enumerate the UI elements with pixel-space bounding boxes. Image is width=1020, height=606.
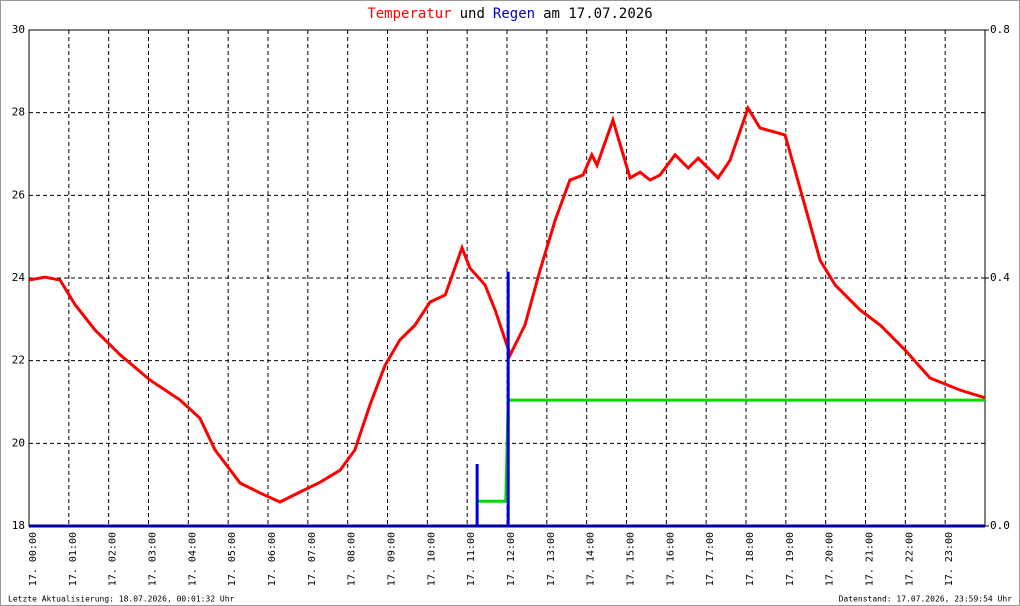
x-tick-label: 17. 03:00 — [148, 532, 159, 586]
y2-tick-label: 0.0 — [990, 519, 1010, 532]
series-line — [28, 104, 986, 504]
y-tick-label: 24 — [12, 271, 26, 284]
x-tick-label: 17. 07:00 — [307, 532, 318, 586]
y2-tick-label: 0.8 — [990, 23, 1010, 36]
x-tick-label: 17. 10:00 — [426, 532, 437, 586]
x-tick-label: 17. 11:00 — [466, 532, 477, 586]
x-tick-label: 17. 17:00 — [705, 532, 716, 586]
x-tick-label: 17. 13:00 — [546, 532, 557, 586]
y-tick-label: 22 — [12, 354, 25, 367]
x-tick-label: 17. 12:00 — [506, 532, 517, 586]
title-part: Regen — [493, 6, 535, 22]
y-tick-label: 20 — [12, 436, 25, 449]
footer-right: Datenstand: 17.07.2026, 23:59:54 Uhr — [839, 595, 1013, 604]
x-tick-label: 17. 00:00 — [28, 532, 39, 586]
x-tick-label: 17. 09:00 — [387, 532, 398, 586]
title-part: am 17.07.2026 — [543, 6, 653, 22]
x-tick-label: 17. 15:00 — [626, 532, 637, 586]
x-tick-label: 17. 04:00 — [187, 532, 198, 586]
x-tick-label: 17. 20:00 — [825, 532, 836, 586]
footer-left: Letzte Aktualisierung: 18.07.2026, 00:01… — [8, 595, 235, 604]
x-tick-label: 17. 16:00 — [665, 532, 676, 586]
title-part: und — [460, 6, 485, 22]
x-tick-label: 17. 19:00 — [785, 532, 796, 586]
y-tick-label: 30 — [12, 23, 25, 36]
x-tick-label: 17. 21:00 — [865, 532, 876, 586]
x-tick-label: 17. 06:00 — [267, 532, 278, 586]
title-part: Temperatur — [367, 6, 451, 22]
x-tick-label: 17. 18:00 — [745, 532, 756, 586]
y-tick-label: 28 — [12, 106, 25, 119]
y-tick-label: 26 — [12, 188, 25, 201]
x-tick-label: 17. 14:00 — [586, 532, 597, 586]
y2-tick-label: 0.4 — [990, 271, 1010, 284]
x-tick-label: 17. 22:00 — [904, 532, 915, 586]
x-tick-label: 17. 23:00 — [944, 532, 955, 586]
y-tick-label: 18 — [12, 519, 25, 532]
chart-title: Temperatur und Regen am 17.07.2026 — [367, 6, 652, 22]
x-tick-label: 17. 05:00 — [227, 532, 238, 586]
x-tick-label: 17. 01:00 — [68, 532, 79, 586]
x-tick-label: 17. 02:00 — [108, 532, 119, 586]
x-tick-label: 17. 08:00 — [347, 532, 358, 586]
